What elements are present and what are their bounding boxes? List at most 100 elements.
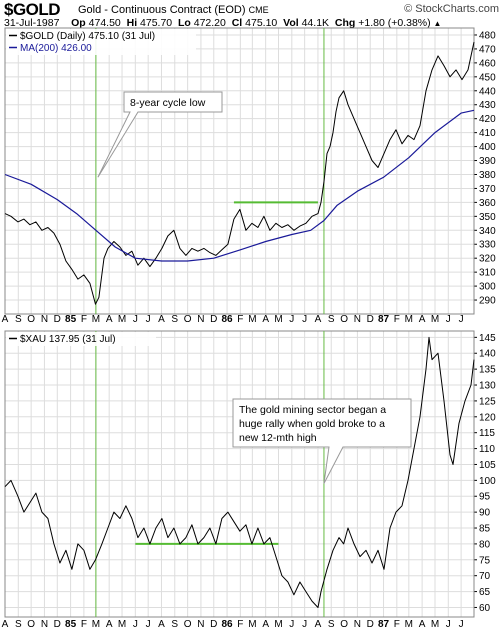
change-label: Chg (334, 17, 356, 29)
x-tick-label: 85 (65, 314, 77, 325)
high-label: Hi (126, 17, 138, 29)
y-tick-label: 120 (479, 412, 496, 423)
x-tick-label: N (41, 619, 48, 630)
y-tick-label: 440 (479, 86, 496, 97)
y-tick-label: 400 (479, 142, 496, 153)
quote-date: 31-Jul-1987 (4, 17, 60, 29)
x-tick-label: A (106, 619, 113, 630)
x-tick-label: A (262, 619, 269, 630)
annotation-mining-rally-line: new 12-mth high (239, 432, 317, 444)
x-tick-label: F (81, 314, 87, 325)
quote-line: 31-Jul-1987 Op 474.50 Hi 475.70 Lo 472.2… (4, 17, 441, 29)
y-tick-label: 115 (479, 428, 495, 439)
exchange-label: CME (248, 5, 269, 15)
legend-entry: $XAU 137.95 (31 Jul) (20, 334, 116, 345)
x-tick-label: M (118, 314, 126, 325)
x-tick-label: M (274, 619, 282, 630)
y-tick-label: 125 (479, 396, 496, 407)
x-tick-label: O (27, 314, 35, 325)
legend-background (6, 29, 196, 55)
y-tick-label: 145 (479, 333, 496, 344)
callout-mining-rally (232, 398, 412, 484)
y-tick-label: 330 (479, 240, 496, 251)
x-tick-label: N (354, 619, 361, 630)
y-tick-label: 300 (479, 282, 496, 293)
x-tick-label: M (92, 619, 100, 630)
x-tick-label: S (328, 619, 335, 630)
y-tick-label: 320 (479, 254, 496, 265)
y-tick-label: 60 (479, 603, 491, 614)
y-tick-label: 100 (479, 476, 496, 487)
y-tick-label: 75 (479, 555, 491, 566)
x-tick-label: J (146, 314, 151, 325)
x-tick-label: J (446, 619, 451, 630)
x-tick-label: F (394, 314, 400, 325)
y-tick-label: 85 (479, 524, 491, 535)
x-tick-label: J (289, 314, 294, 325)
y-tick-label: 460 (479, 58, 496, 69)
x-tick-label: S (15, 619, 22, 630)
x-tick-label: 86 (222, 619, 234, 630)
x-tick-label: S (171, 619, 178, 630)
x-tick-label: J (133, 619, 138, 630)
y-tick-label: 350 (479, 212, 496, 223)
x-tick-label: F (237, 619, 243, 630)
series-line-xau (4, 336, 475, 608)
y-tick-label: 110 (479, 444, 495, 455)
x-tick-label: O (184, 314, 192, 325)
brand-watermark: © StockCharts.com (404, 3, 499, 15)
y-tick-label: 390 (479, 156, 496, 167)
x-tick-label: D (367, 314, 374, 325)
x-tick-label: J (302, 619, 307, 630)
series-line-gold (4, 41, 475, 305)
x-tick-label: A (106, 314, 113, 325)
open-label: Op (71, 17, 86, 29)
y-tick-label: 410 (479, 128, 496, 139)
x-tick-label: N (197, 314, 204, 325)
x-tick-label: M (92, 314, 100, 325)
x-tick-label: S (171, 314, 178, 325)
y-tick-label: 95 (479, 492, 491, 503)
close-label: Cl (231, 17, 243, 29)
volume-label: Vol (283, 17, 299, 29)
y-tick-label: 70 (479, 571, 491, 582)
x-tick-label: A (262, 314, 269, 325)
y-tick-label: 65 (479, 587, 491, 598)
x-tick-label: F (394, 619, 400, 630)
legend-entry: MA(200) 426.00 (20, 43, 92, 54)
y-tick-label: 80 (479, 539, 491, 550)
annotation-cycle-low: 8-year cycle low (130, 97, 206, 109)
x-tick-label: M (431, 314, 439, 325)
x-tick-label: A (158, 619, 165, 630)
x-tick-label: O (27, 619, 35, 630)
x-tick-label: M (431, 619, 439, 630)
y-tick-label: 470 (479, 44, 496, 55)
y-tick-label: 105 (479, 460, 496, 471)
x-tick-label: A (158, 314, 165, 325)
y-tick-label: 380 (479, 170, 496, 181)
x-tick-label: S (328, 314, 335, 325)
x-tick-label: J (459, 314, 464, 325)
x-tick-label: J (446, 314, 451, 325)
chart-description: Gold - Continuous Contract (EOD) CME (78, 4, 269, 16)
low-label: Lo (178, 17, 191, 29)
high-value: 475.70 (140, 17, 173, 29)
y-tick-label: 450 (479, 72, 496, 83)
x-tick-label: M (248, 619, 256, 630)
x-tick-label: A (315, 619, 322, 630)
x-tick-label: J (459, 619, 464, 630)
x-tick-label: 87 (378, 619, 390, 630)
y-tick-label: 90 (479, 508, 491, 519)
x-tick-label: M (248, 314, 256, 325)
x-tick-label: M (274, 314, 282, 325)
x-tick-label: A (419, 314, 426, 325)
x-tick-label: O (340, 314, 348, 325)
y-tick-label: 135 (479, 365, 496, 376)
y-tick-label: 360 (479, 198, 496, 209)
x-tick-label: A (2, 619, 9, 630)
x-tick-label: D (367, 619, 374, 630)
panel-frame (4, 27, 475, 315)
x-tick-label: N (354, 314, 361, 325)
change-value: +1.80 (+0.38%) (358, 17, 431, 29)
